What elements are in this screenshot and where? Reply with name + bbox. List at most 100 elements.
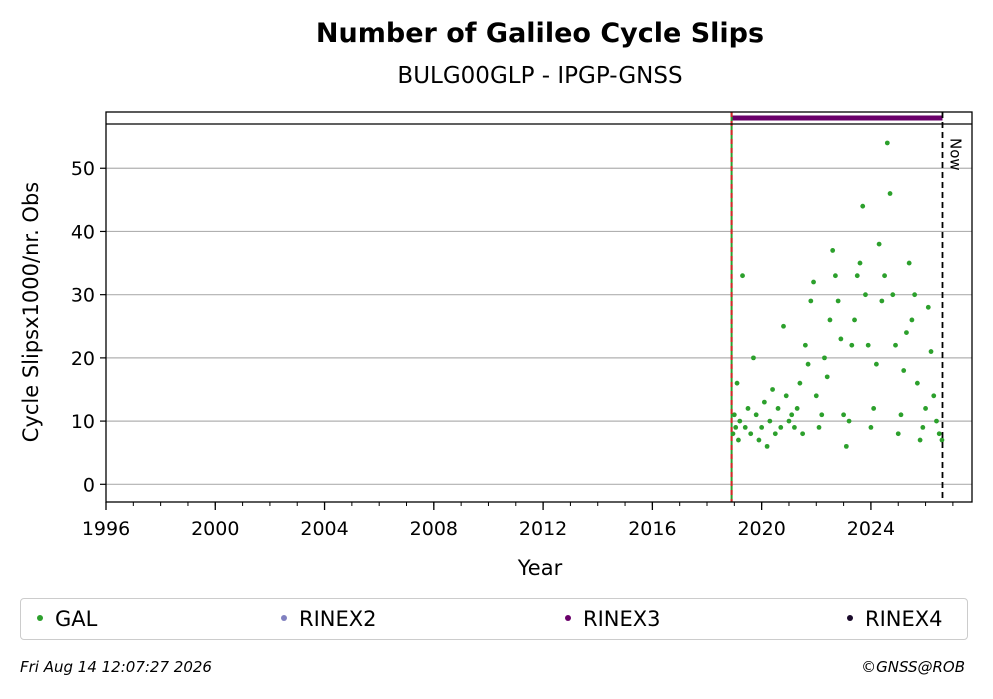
data-point-gal bbox=[797, 380, 803, 386]
data-point-gal bbox=[914, 380, 920, 386]
data-point-gal bbox=[854, 273, 860, 279]
data-point-gal bbox=[936, 431, 942, 437]
data-point-gal bbox=[871, 406, 877, 411]
data-point-gal bbox=[923, 406, 928, 411]
data-point-gal bbox=[736, 437, 741, 443]
data-point-gal bbox=[925, 304, 931, 310]
data-point-gal bbox=[761, 399, 767, 405]
data-point-gal bbox=[920, 425, 926, 430]
data-point-gal bbox=[876, 241, 882, 247]
data-point-gal bbox=[884, 140, 890, 146]
data-point-gal bbox=[737, 418, 743, 424]
data-point-gal bbox=[901, 368, 907, 373]
data-point-gal bbox=[841, 412, 847, 418]
data-point-gal bbox=[890, 292, 896, 298]
data-point-gal bbox=[756, 437, 762, 443]
data-point-gal bbox=[753, 412, 759, 418]
data-point-gal bbox=[764, 443, 770, 449]
data-point-gal bbox=[860, 203, 866, 209]
data-point-gal bbox=[939, 437, 945, 443]
data-point-gal bbox=[906, 260, 912, 266]
data-point-gal bbox=[873, 361, 879, 367]
data-point-gal bbox=[857, 260, 863, 266]
legend: GAL RINEX2 RINEX3 RINEX4 bbox=[20, 598, 968, 640]
now-label: Now bbox=[946, 138, 964, 171]
data-point-gal bbox=[912, 292, 918, 298]
data-point-gal bbox=[909, 317, 915, 323]
y-tick-label: 40 bbox=[71, 221, 95, 243]
y-tick-label: 10 bbox=[71, 411, 95, 433]
x-tick-label: 2008 bbox=[410, 518, 458, 540]
data-point-gal bbox=[775, 406, 781, 411]
data-point-gal bbox=[882, 273, 887, 279]
data-point-gal bbox=[898, 412, 904, 418]
data-point-gal bbox=[934, 418, 939, 424]
data-point-gal bbox=[792, 425, 797, 430]
data-point-gal bbox=[843, 443, 849, 449]
legend-marker-gal bbox=[37, 615, 43, 621]
x-tick-label: 2000 bbox=[191, 518, 239, 540]
legend-marker-rinex3 bbox=[565, 615, 571, 621]
data-point-gal bbox=[805, 361, 811, 367]
data-point-gal bbox=[742, 425, 748, 430]
chart-title: Number of Galileo Cycle Slips bbox=[316, 18, 764, 49]
data-point-gal bbox=[824, 374, 830, 380]
data-point-gal bbox=[816, 425, 822, 430]
legend-item-rinex3: RINEX3 bbox=[565, 607, 661, 631]
data-point-gal bbox=[813, 393, 819, 399]
data-point-gal bbox=[731, 412, 737, 418]
x-tick-label: 2020 bbox=[737, 518, 785, 540]
plot-frame bbox=[105, 111, 973, 503]
data-point-gal bbox=[928, 349, 934, 354]
x-tick-label: 2012 bbox=[519, 518, 567, 540]
legend-label-rinex4: RINEX4 bbox=[865, 607, 943, 631]
legend-item-rinex4: RINEX4 bbox=[847, 607, 943, 631]
data-point-gal bbox=[904, 330, 909, 335]
data-point-gal bbox=[734, 380, 740, 386]
data-point-gal bbox=[778, 425, 784, 430]
data-point-gal bbox=[846, 418, 852, 424]
data-point-gal bbox=[835, 298, 841, 304]
data-point-gal bbox=[849, 342, 855, 348]
legend-marker-rinex2 bbox=[281, 615, 287, 621]
plot-area: Now 0 10 20 30 40 50 1996 2000 2004 2008 2012 2016 20… bbox=[71, 111, 973, 540]
data-point-gal bbox=[879, 298, 885, 304]
data-point-gal bbox=[770, 387, 775, 392]
data-point-gal bbox=[865, 342, 871, 348]
data-point-gal bbox=[931, 393, 937, 399]
data-point-gal bbox=[838, 336, 844, 342]
data-point-gal bbox=[759, 425, 765, 430]
y-axis-label: Cycle Slipsx1000/nr. Obs bbox=[19, 182, 43, 442]
data-point-gal bbox=[733, 425, 739, 430]
data-point-gal bbox=[830, 248, 836, 253]
data-point-gal bbox=[811, 279, 816, 285]
data-point-gal bbox=[917, 437, 923, 443]
data-point-gal bbox=[895, 431, 901, 437]
chart: Number of Galileo Cycle Slips BULG00GLP … bbox=[19, 18, 973, 580]
x-tick-label: 1996 bbox=[82, 518, 130, 540]
x-tick-label: 2024 bbox=[847, 518, 895, 540]
y-tick-label: 20 bbox=[71, 348, 95, 370]
footer-credit: ©GNSS@ROB bbox=[861, 658, 965, 676]
y-tick-label: 0 bbox=[83, 474, 95, 496]
data-point-gal bbox=[786, 418, 792, 424]
data-point-gal bbox=[800, 431, 806, 437]
legend-marker-rinex4 bbox=[847, 615, 853, 621]
data-point-gal bbox=[751, 355, 756, 361]
data-point-gal bbox=[852, 317, 857, 323]
data-point-gal bbox=[772, 431, 778, 437]
data-point-gal bbox=[783, 393, 789, 399]
chart-subtitle: BULG00GLP - IPGP-GNSS bbox=[397, 63, 682, 89]
data-point-gal bbox=[887, 191, 893, 196]
legend-label-rinex3: RINEX3 bbox=[583, 607, 661, 631]
data-point-gal bbox=[748, 431, 754, 437]
data-point-gal bbox=[745, 406, 751, 411]
data-point-gal bbox=[794, 406, 800, 411]
data-point-gal bbox=[863, 292, 868, 298]
data-point-gal bbox=[827, 317, 833, 323]
y-tick-label: 30 bbox=[71, 285, 95, 307]
footer-timestamp: Fri Aug 14 12:07:27 2026 bbox=[20, 658, 212, 676]
legend-item-rinex2: RINEX2 bbox=[281, 607, 377, 631]
x-tick-label: 2004 bbox=[300, 518, 348, 540]
data-point-gal bbox=[767, 418, 773, 424]
